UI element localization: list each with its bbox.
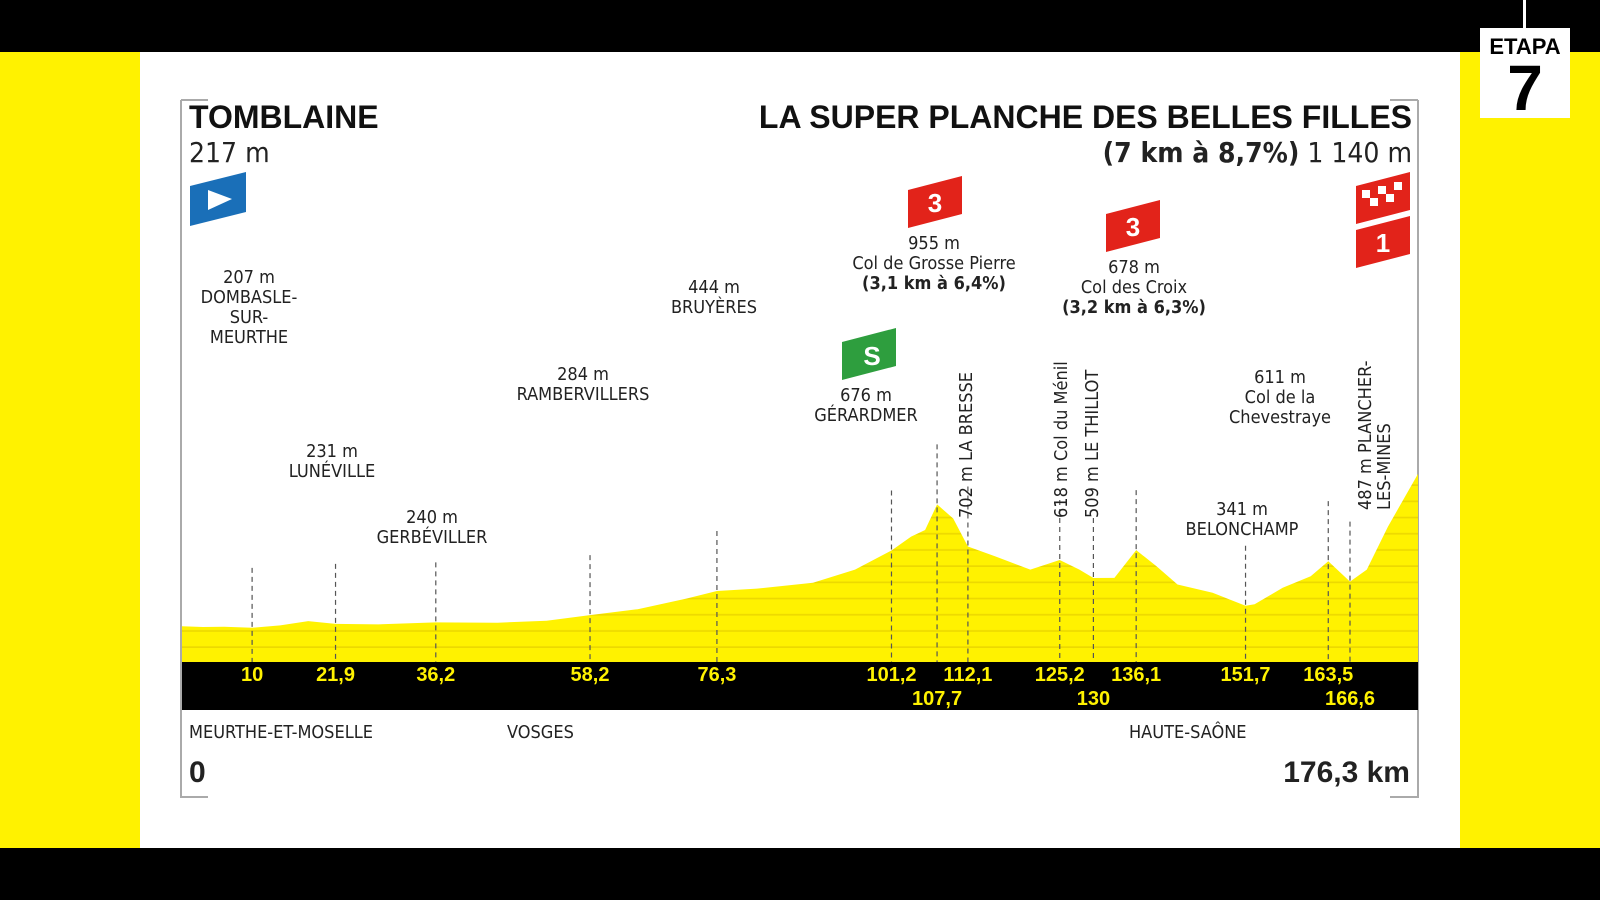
town-luneville: 231 m LUNÉVILLE bbox=[288, 441, 376, 482]
climb-col-des-croix: 678 m Col des Croix (3,2 km à 6,3%) bbox=[1062, 257, 1206, 318]
km-bar bbox=[182, 662, 1418, 710]
sprint-icon bbox=[842, 328, 896, 380]
region-label: VOSGES bbox=[507, 722, 574, 743]
km-tick-label: 125,2 bbox=[1034, 664, 1085, 686]
kom-cat-icon bbox=[1106, 200, 1160, 252]
yellow-border-left bbox=[0, 52, 140, 848]
town-rambervillers: 284 m RAMBERVILLERS bbox=[516, 364, 650, 405]
region-label: HAUTE-SAÔNE bbox=[1129, 722, 1247, 743]
town-gerbeviller: 240 m GERBÉVILLER bbox=[376, 507, 488, 548]
badge-string bbox=[1523, 0, 1526, 28]
region-label: MEURTHE-ET-MOSELLE bbox=[189, 722, 373, 743]
km-tick-label: 76,3 bbox=[697, 664, 737, 686]
stage-badge: ETAPA 7 bbox=[1480, 28, 1570, 124]
profile-card bbox=[140, 52, 1460, 848]
km-tick-label: 151,7 bbox=[1220, 664, 1271, 686]
town-plancher-les-mines: 487 m PLANCHER- LES-MINES bbox=[1355, 360, 1395, 510]
frame-brackets bbox=[180, 99, 1419, 798]
km-tick-label: 112,1 bbox=[943, 664, 993, 686]
finish-flag-icon bbox=[1356, 172, 1410, 224]
km-tick-label: 166,6 bbox=[1324, 688, 1376, 710]
finish-elevation: 1 140 m bbox=[1307, 136, 1412, 169]
km-tick-label: 130 bbox=[1076, 688, 1111, 710]
climb-grosse-pierre: 955 m Col de Grosse Pierre (3,1 km à 6,4%) bbox=[852, 233, 1016, 294]
start-name: TOMBLAINE bbox=[189, 99, 379, 135]
climb-col-du-menil: 618 m Col du Ménil bbox=[1051, 361, 1072, 518]
stage-label: ETAPA bbox=[1489, 34, 1561, 59]
distance-total: 176,3 km bbox=[1283, 756, 1410, 789]
stage-number: 7 bbox=[1507, 52, 1543, 124]
finish-subline: (7 km à 8,7%) 1 140 m bbox=[1103, 138, 1412, 168]
kom-category: 1 bbox=[1376, 228, 1390, 258]
elevation-area bbox=[182, 473, 1418, 662]
km-tick-label: 163,5 bbox=[1303, 664, 1354, 686]
town-la-bresse: 702 m LA BRESSE bbox=[956, 372, 977, 518]
km-tick-label: 58,2 bbox=[570, 664, 610, 686]
distance-start: 0 bbox=[189, 756, 206, 789]
yellow-border-right bbox=[1460, 52, 1600, 848]
town-bruyeres: 444 m BRUYÈRES bbox=[670, 277, 758, 318]
finish-name: LA SUPER PLANCHE DES BELLES FILLES bbox=[758, 99, 1412, 135]
sprint-letter: S bbox=[863, 341, 880, 371]
finish-climb: (7 km à 8,7%) bbox=[1102, 136, 1300, 169]
start-elevation: 217 m bbox=[189, 136, 270, 169]
km-tick-label: 136,1 bbox=[1111, 664, 1162, 686]
town-le-thillot: 509 m LE THILLOT bbox=[1082, 369, 1103, 518]
km-tick-label: 21,9 bbox=[316, 664, 355, 686]
kom-category: 3 bbox=[1126, 212, 1140, 242]
kom-category: 3 bbox=[928, 188, 942, 218]
km-tick-label: 36,2 bbox=[416, 664, 456, 686]
km-tick-label: 107,7 bbox=[912, 688, 963, 710]
climb-chevestraye: 611 m Col de la Chevestraye bbox=[1229, 367, 1331, 428]
town-gerardmer: 676 m GÉRARDMER bbox=[814, 385, 918, 426]
km-tick-label: 101,2 bbox=[866, 664, 917, 686]
start-flag-icon bbox=[190, 172, 246, 226]
kom-cat-icon bbox=[1356, 216, 1410, 268]
kom-cat-icon bbox=[908, 176, 962, 228]
town-belonchamp: 341 m BELONCHAMP bbox=[1185, 499, 1299, 540]
km-tick-label: 10 bbox=[240, 664, 264, 686]
town-dombasle: 207 m DOMBASLE- SUR- MEURTHE bbox=[200, 267, 298, 348]
